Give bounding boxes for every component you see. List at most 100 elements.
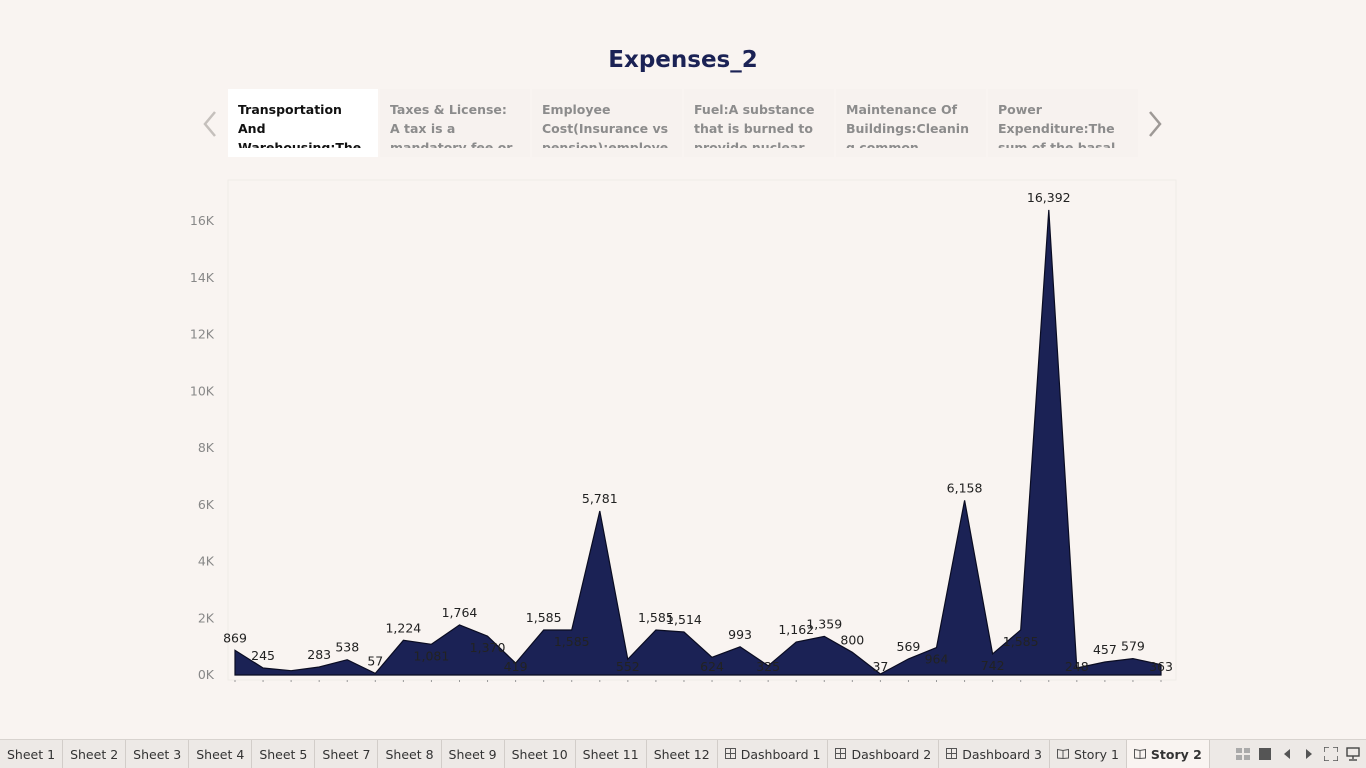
tab-sheet-5[interactable]: Sheet 5 bbox=[252, 740, 316, 768]
data-label: 552 bbox=[616, 659, 640, 674]
data-label: 993 bbox=[728, 627, 752, 642]
show-sheet-sorter-icon[interactable] bbox=[1236, 747, 1250, 761]
dashboard-icon bbox=[946, 747, 958, 762]
tab-sheet-10[interactable]: Sheet 10 bbox=[505, 740, 576, 768]
y-tick-label: 6K bbox=[198, 497, 215, 512]
data-label: 624 bbox=[700, 659, 724, 674]
sheet-tab-bar: Sheet 1 Sheet 2 Sheet 3 Sheet 4 Sheet 5 Sheet… bbox=[0, 739, 1366, 768]
tab-label: Story 1 bbox=[1073, 746, 1119, 762]
next-sheet-icon[interactable] bbox=[1302, 747, 1316, 761]
data-label: 363 bbox=[1149, 659, 1173, 674]
dashboard-icon bbox=[724, 747, 736, 762]
tab-sheet-12[interactable]: Sheet 12 bbox=[647, 740, 718, 768]
story-point-caption-text: Maintenance Of Buildings:Cleaning common bbox=[846, 102, 969, 148]
tab-sheet-7[interactable]: Sheet 7 bbox=[315, 740, 379, 768]
y-tick-label: 2K bbox=[198, 610, 215, 625]
data-label: 57 bbox=[367, 653, 383, 668]
tab-label: Sheet 10 bbox=[511, 746, 568, 762]
tab-story-2[interactable]: Story 2 bbox=[1126, 740, 1210, 768]
data-label: 1,585 bbox=[554, 634, 590, 649]
tab-bar-controls bbox=[1236, 740, 1366, 768]
tab-dashboard-2[interactable]: Dashboard 2 bbox=[828, 740, 940, 768]
tab-label: Dashboard 2 bbox=[851, 746, 932, 762]
data-label: 5,781 bbox=[582, 491, 618, 506]
y-tick-label: 16K bbox=[190, 213, 215, 228]
tab-label: Sheet 3 bbox=[133, 746, 182, 762]
tab-sheet-2[interactable]: Sheet 2 bbox=[63, 740, 127, 768]
tab-story-1[interactable]: Story 1 bbox=[1050, 740, 1127, 768]
data-label: 1,764 bbox=[442, 605, 478, 620]
data-label: 283 bbox=[307, 647, 331, 662]
tab-sheet-3[interactable]: Sheet 3 bbox=[126, 740, 190, 768]
tab-sheet-1[interactable]: Sheet 1 bbox=[0, 740, 64, 768]
area-chart: 0K 2K 4K 6K 8K 10K 12K 14K 16K 869 245 283 538 57 1,22… bbox=[189, 179, 1177, 682]
data-label: 569 bbox=[897, 639, 921, 654]
data-label: 1,359 bbox=[806, 616, 842, 631]
data-label: 1,585 bbox=[638, 610, 674, 625]
tab-label: Dashboard 3 bbox=[962, 746, 1042, 762]
tab-dashboard-3[interactable]: Dashboard 3 bbox=[939, 740, 1050, 768]
tab-label: Sheet 4 bbox=[196, 746, 245, 762]
data-label: 800 bbox=[840, 632, 864, 647]
y-tick-label: 14K bbox=[190, 270, 215, 285]
data-label: 1,514 bbox=[666, 612, 702, 627]
y-tick-label: 10K bbox=[190, 383, 215, 398]
presentation-mode-icon[interactable] bbox=[1324, 747, 1338, 761]
tab-label: Story 2 bbox=[1150, 746, 1202, 762]
data-label: 419 bbox=[504, 659, 528, 674]
story-point-caption-text: Taxes & License: A tax is a mandatory fe… bbox=[390, 102, 513, 148]
tab-label: Sheet 9 bbox=[448, 746, 497, 762]
data-label: 6,158 bbox=[947, 480, 983, 495]
data-label: 1,081 bbox=[414, 648, 450, 663]
data-label: 1,585 bbox=[1003, 634, 1039, 649]
data-label: 869 bbox=[223, 630, 247, 645]
next-story-point-button[interactable] bbox=[1143, 104, 1167, 144]
data-label: 325 bbox=[756, 659, 780, 674]
story-point-caption-4[interactable]: Fuel:A substance that is burned to provi… bbox=[684, 89, 834, 157]
data-label: 16,392 bbox=[1027, 190, 1071, 205]
story-point-caption-1[interactable]: Transportation And Warehousing:The trans… bbox=[228, 89, 378, 157]
data-label: 579 bbox=[1121, 639, 1145, 654]
tab-label: Sheet 8 bbox=[385, 746, 434, 762]
area-series-expenses[interactable] bbox=[234, 209, 1162, 676]
story-point-caption-6[interactable]: Power Expenditure:The sum of the basal bbox=[988, 89, 1138, 157]
data-label: 37 bbox=[872, 659, 888, 674]
data-label: 457 bbox=[1093, 642, 1117, 657]
story-title: Expenses_2 bbox=[608, 47, 758, 73]
tab-label: Sheet 12 bbox=[653, 746, 710, 762]
tab-sheet-8[interactable]: Sheet 8 bbox=[378, 740, 442, 768]
tab-sheet-11[interactable]: Sheet 11 bbox=[576, 740, 647, 768]
tab-dashboard-1[interactable]: Dashboard 1 bbox=[718, 740, 829, 768]
y-tick-label: 0K bbox=[198, 667, 215, 682]
data-label: 248 bbox=[1065, 659, 1089, 674]
tab-sheet-4[interactable]: Sheet 4 bbox=[189, 740, 253, 768]
story-point-caption-text: Power Expenditure:The sum of the basal bbox=[998, 102, 1116, 148]
tab-label: Sheet 1 bbox=[7, 746, 56, 762]
tab-label: Sheet 2 bbox=[70, 746, 119, 762]
data-label: 245 bbox=[251, 648, 275, 663]
tab-sheet-9[interactable]: Sheet 9 bbox=[442, 740, 505, 768]
y-tick-label: 4K bbox=[198, 554, 215, 569]
data-label: 1,224 bbox=[385, 620, 421, 635]
plot-frame bbox=[227, 179, 1177, 681]
story-icon bbox=[1133, 747, 1146, 762]
chevron-right-icon bbox=[1149, 111, 1162, 137]
story-point-caption-text: Fuel:A substance that is burned to provi… bbox=[694, 102, 815, 148]
tab-label: Sheet 5 bbox=[259, 746, 308, 762]
story-point-caption-5[interactable]: Maintenance Of Buildings:Cleaning common bbox=[836, 89, 986, 157]
data-label: 538 bbox=[335, 640, 359, 655]
tab-label: Dashboard 1 bbox=[740, 746, 821, 762]
previous-story-point-button[interactable] bbox=[198, 104, 222, 144]
present-icon[interactable] bbox=[1346, 747, 1360, 761]
tab-label: Sheet 11 bbox=[582, 746, 639, 762]
story-point-caption-text: Employee Cost(Insurance vs pension):empl… bbox=[542, 102, 669, 148]
data-label: 1,370 bbox=[470, 640, 506, 655]
story-point-caption-text: Transportation And Warehousing:The trans… bbox=[238, 102, 362, 148]
story-point-caption-3[interactable]: Employee Cost(Insurance vs pension):empl… bbox=[532, 89, 682, 157]
previous-sheet-icon[interactable] bbox=[1280, 747, 1294, 761]
y-tick-label: 8K bbox=[198, 440, 215, 455]
data-label: 964 bbox=[925, 652, 949, 667]
show-filmstrip-icon[interactable] bbox=[1258, 747, 1272, 761]
data-label: 1,585 bbox=[526, 610, 562, 625]
story-point-caption-2[interactable]: Taxes & License: A tax is a mandatory fe… bbox=[380, 89, 530, 157]
